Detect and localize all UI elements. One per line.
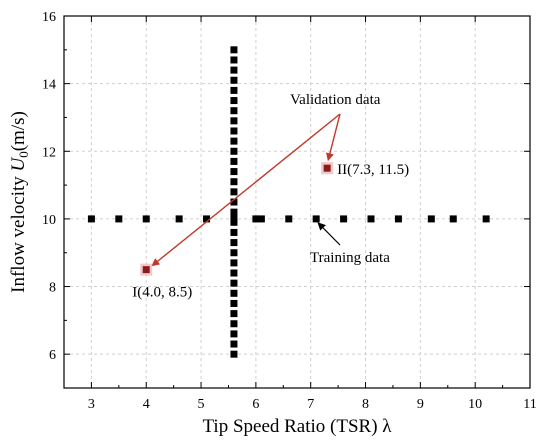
training-point	[482, 215, 490, 223]
training-point	[230, 76, 238, 84]
training-point	[230, 350, 238, 358]
y-axis-title-sub: 0	[16, 151, 31, 158]
training-point	[230, 56, 238, 64]
x-tick-label: 9	[417, 397, 424, 412]
training-point	[312, 215, 320, 223]
training-point	[230, 157, 238, 165]
training-point	[230, 198, 238, 206]
training-point	[252, 215, 260, 223]
y-tick-label: 12	[42, 145, 56, 160]
training-point	[230, 178, 238, 186]
x-tick-label: 10	[468, 397, 482, 412]
training-point	[230, 137, 238, 145]
training-point	[230, 279, 238, 287]
training-point	[175, 215, 183, 223]
training-data-label: Training data	[310, 250, 390, 266]
training-point	[427, 215, 435, 223]
training-point	[340, 215, 348, 223]
training-point	[367, 215, 375, 223]
training-point	[230, 269, 238, 277]
x-tick-label: 8	[362, 397, 369, 412]
validation-data-label: Validation data	[290, 92, 381, 108]
training-point	[230, 168, 238, 176]
training-point	[230, 97, 238, 105]
training-point	[230, 46, 238, 54]
training-point	[230, 259, 238, 267]
axes	[63, 15, 531, 389]
training-point	[87, 215, 95, 223]
x-tick-label: 6	[252, 397, 259, 412]
x-tick-label: 4	[143, 397, 150, 412]
x-tick-label: 5	[198, 397, 205, 412]
training-arrow	[317, 222, 341, 246]
training-point	[203, 215, 211, 223]
annotation-arrows	[151, 113, 341, 267]
training-point	[394, 215, 402, 223]
training-point	[257, 215, 265, 223]
annotations: Validation data Training data I(4.0, 8.5…	[132, 92, 409, 301]
training-point	[230, 239, 238, 247]
validation-point	[142, 266, 150, 274]
y-tick-label: 10	[42, 213, 56, 228]
x-tick-label: 3	[88, 397, 95, 412]
training-point	[115, 215, 123, 223]
training-point	[230, 299, 238, 307]
training-point	[230, 330, 238, 338]
y-axis-title-main: Inflow velocity	[8, 171, 29, 292]
training-series	[87, 46, 490, 358]
training-point	[230, 228, 238, 236]
training-point	[230, 218, 238, 226]
training-point	[230, 188, 238, 196]
grid	[64, 15, 531, 388]
validation-arrow	[326, 113, 341, 162]
validation-point-label: II(7.3, 11.5)	[337, 162, 409, 178]
training-point	[230, 86, 238, 94]
training-point	[230, 66, 238, 74]
y-tick-label: 8	[49, 281, 56, 296]
plot-frame	[63, 15, 531, 389]
tick-labels: 3 4 5 6 7 8 9 10 11 6 8 10 12 14 16	[42, 10, 537, 412]
x-axis-title: Tip Speed Ratio (TSR) λ	[202, 416, 392, 437]
training-point	[449, 215, 457, 223]
y-axis-title-unit: (m/s)	[8, 111, 29, 151]
training-point	[230, 117, 238, 125]
training-point	[230, 310, 238, 318]
y-axis-title-var: U	[8, 156, 29, 171]
x-tick-label: 7	[307, 397, 314, 412]
x-tick-label: 11	[523, 397, 536, 412]
training-point	[230, 127, 238, 135]
y-tick-label: 14	[42, 78, 56, 93]
training-point	[230, 249, 238, 257]
training-point	[230, 340, 238, 348]
training-point	[285, 215, 293, 223]
training-point	[230, 208, 238, 216]
training-point	[230, 147, 238, 155]
validation-point-label: I(4.0, 8.5)	[132, 285, 192, 301]
y-tick-label: 6	[49, 348, 56, 363]
training-point	[142, 215, 150, 223]
validation-point	[323, 164, 331, 172]
training-point	[230, 107, 238, 115]
validation-series	[140, 162, 334, 276]
training-point	[230, 289, 238, 297]
training-point	[230, 320, 238, 328]
y-tick-label: 16	[42, 10, 56, 25]
y-axis-title: Inflow velocity U0(m/s)	[8, 111, 31, 293]
validation-arrow	[151, 113, 341, 267]
